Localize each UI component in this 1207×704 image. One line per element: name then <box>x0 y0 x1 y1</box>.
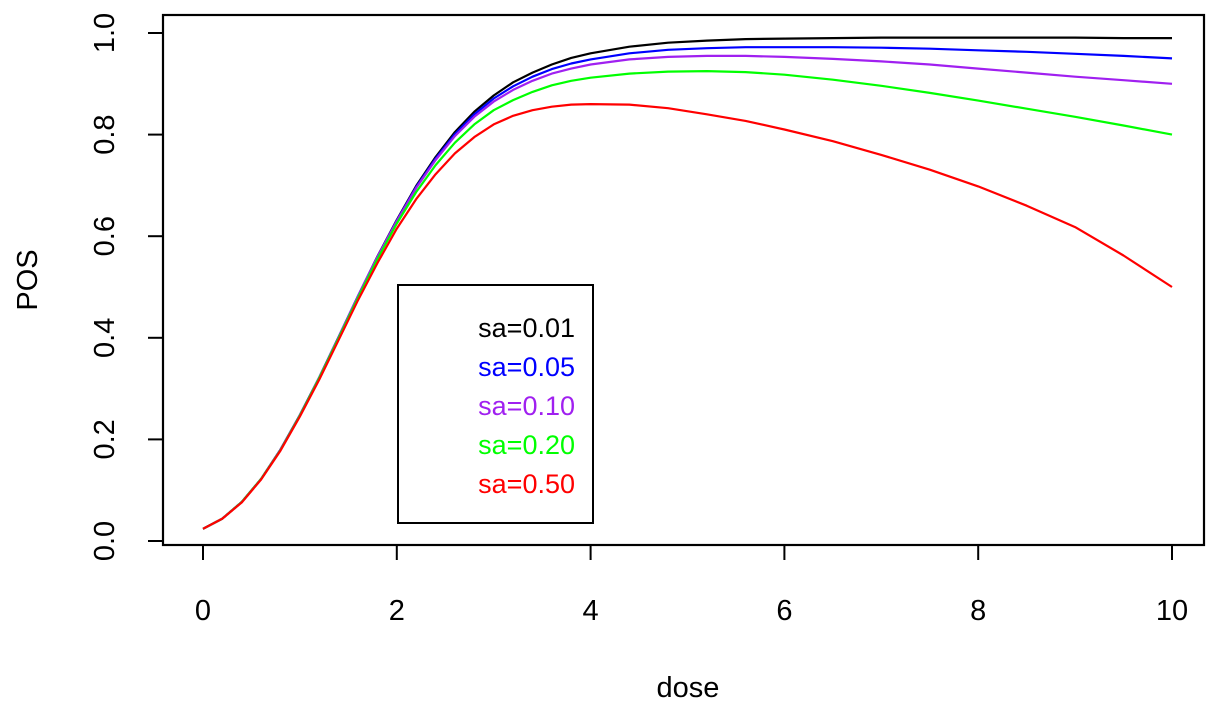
x-axis-label: dose <box>657 672 720 704</box>
y-tick-label: 0.2 <box>89 419 121 459</box>
y-tick-label: 1.0 <box>89 13 121 53</box>
series-line-2 <box>202 46 1173 530</box>
x-tick-label: 2 <box>389 595 405 627</box>
legend-entry-5: sa=0.50 <box>478 469 575 499</box>
x-tick-label: 0 <box>195 595 211 627</box>
legend-entry-2: sa=0.05 <box>478 352 575 382</box>
y-tick-label: 0.6 <box>89 216 121 256</box>
y-tick-label: 0.0 <box>89 521 121 561</box>
series-line-5 <box>202 102 1173 530</box>
series-line-4 <box>202 69 1173 530</box>
legend-entry-4: sa=0.20 <box>478 430 575 460</box>
y-axis: 0.0 0.2 0.4 0.6 0.8 1.0 <box>89 13 164 561</box>
x-axis: 0 2 4 6 8 10 <box>195 544 1188 627</box>
y-axis-label: POS <box>12 249 44 310</box>
legend-box <box>397 284 594 524</box>
series-lines <box>202 36 1173 530</box>
x-tick-label: 6 <box>776 595 792 627</box>
x-tick-label: 8 <box>970 595 986 627</box>
series-line-3 <box>202 54 1173 530</box>
legend-entry-3: sa=0.10 <box>478 391 575 421</box>
plot-frame <box>161 13 1206 547</box>
x-tick-label: 10 <box>1156 595 1188 627</box>
y-tick-label: 0.8 <box>89 114 121 154</box>
y-tick-label: 0.4 <box>89 318 121 358</box>
legend-entry-1: sa=0.01 <box>478 313 575 343</box>
legend: sa=0.01 sa=0.05 sa=0.10 sa=0.20 sa=0.50 <box>397 284 594 524</box>
x-tick-label: 4 <box>583 595 599 627</box>
